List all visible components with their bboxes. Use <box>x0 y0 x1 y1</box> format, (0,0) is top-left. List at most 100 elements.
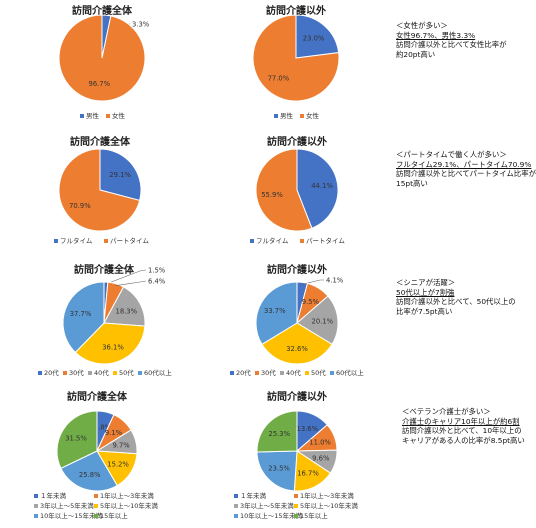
pie-slice-3 <box>103 286 146 327</box>
note-career: ＜ベテラン介護士が多い＞ 介護士のキャリア10年以上が約6割 訪問介護以外と比べ… <box>402 407 525 445</box>
note-age-head: ＜シニアが活躍＞ <box>396 278 456 287</box>
legend-swatch <box>294 514 298 518</box>
legend-label: 60代以上 <box>144 368 172 377</box>
data-label: 9.6% <box>312 454 330 462</box>
legend-label: 10年以上～15年未満 <box>240 511 303 520</box>
legend-swatch <box>280 371 284 375</box>
legend-swatch <box>80 114 84 118</box>
legend-swatch <box>300 114 304 118</box>
legend-label: フルタイム <box>60 236 93 245</box>
legend-swatch <box>63 371 67 375</box>
pie-slice-5 <box>60 450 118 492</box>
legend-label: 60代以上 <box>336 368 364 377</box>
legend-swatch <box>300 239 304 243</box>
legend-swatch <box>34 504 38 508</box>
chart-title: 訪問介護全体 <box>74 263 135 276</box>
data-label: 25.8% <box>79 471 101 479</box>
note-age: ＜シニアが活躍＞ 50代以上が7割強 訪問介護以外と比べて、50代以上の 比率が… <box>396 278 516 316</box>
data-label: 13.6% <box>297 425 319 433</box>
legend-label: 1年以上～3年未満 <box>300 491 354 500</box>
legend-swatch <box>330 371 334 375</box>
note-gender: ＜女性が多い＞ 女性96.7%、男性3.3% 訪問介護以外と比べて女性比率が 約… <box>396 21 507 59</box>
pie-slice-4 <box>74 322 146 365</box>
legend-label: 女性 <box>306 111 320 120</box>
data-label: 77.0% <box>268 75 290 83</box>
legend-label: 40代 <box>94 368 109 377</box>
legend-label: 3年以上～5年未満 <box>40 501 94 510</box>
legend-label: パートタイム <box>110 236 149 245</box>
data-label: 32.6% <box>286 345 308 353</box>
legend-swatch <box>106 114 110 118</box>
legend-swatch <box>234 494 238 498</box>
chart-title: 訪問介護全体 <box>67 390 128 403</box>
data-label: 9.5% <box>302 298 320 306</box>
note-worktype-line-1: フルタイム29.1%、パートタイム70.9% <box>396 159 532 169</box>
chart-title: 訪問介護全体 <box>70 135 131 148</box>
data-label: 44.1% <box>311 182 333 190</box>
legend-swatch <box>305 371 309 375</box>
legend-swatch <box>255 371 259 375</box>
note-gender-line-3: 約20pt高い <box>396 49 436 59</box>
data-label: 15.2% <box>107 461 129 469</box>
legend-label: 1年以上～3年未満 <box>100 491 154 500</box>
data-label: 29.1% <box>109 171 131 179</box>
pie-slice-1 <box>99 148 142 202</box>
data-label: 23.5% <box>268 465 290 473</box>
leader-line <box>115 280 147 286</box>
legend-label: 3年以上～5年未満 <box>240 501 294 510</box>
leader-line <box>301 279 324 285</box>
note-worktype: ＜パートタイムで働く人が多い＞ フルタイム29.1%、パートタイム70.9% 訪… <box>396 150 536 188</box>
legend-swatch <box>104 239 108 243</box>
data-label: 55.9% <box>261 191 283 199</box>
chart-title: 訪問介護以外 <box>267 135 327 148</box>
legend-label: 5年以上～10年未満 <box>300 501 358 510</box>
chart-title: 訪問介護以外 <box>267 263 327 276</box>
data-label: 70.9% <box>69 202 91 210</box>
legend-swatch <box>113 371 117 375</box>
data-label: 23.0% <box>303 35 325 43</box>
note-gender-line-1: 女性96.7%、男性3.3% <box>396 30 476 40</box>
data-label: 11.0% <box>309 439 331 447</box>
legend-swatch <box>94 504 98 508</box>
pie-slice-2 <box>255 148 313 232</box>
pie-slice-5 <box>256 450 298 492</box>
pie-slice-6 <box>256 410 298 453</box>
pie-slice-2 <box>252 14 340 102</box>
data-label: 20.1% <box>312 317 334 325</box>
note-career-line-1: 介護士のキャリア10年以上が約6割 <box>402 416 520 426</box>
legend-label: 50代 <box>119 368 134 377</box>
legend-label: 50代 <box>311 368 326 377</box>
legend-label: パートタイム <box>306 236 345 245</box>
legend-swatch <box>234 504 238 508</box>
legend-swatch <box>294 494 298 498</box>
note-career-head: ＜ベテラン介護士が多い＞ <box>402 407 491 416</box>
legend-swatch <box>34 514 38 518</box>
data-label: 3.3% <box>132 21 150 29</box>
legend-swatch <box>54 239 58 243</box>
legend-label: 20代 <box>44 368 59 377</box>
pie-slice-2 <box>58 148 141 232</box>
data-label: 6.4% <box>148 278 166 286</box>
legend-label: 20代 <box>236 368 251 377</box>
legend-swatch <box>274 114 278 118</box>
data-label: 16.7% <box>297 470 319 478</box>
legend-label: 15年以上 <box>300 511 328 520</box>
pie-slice-1 <box>296 148 339 229</box>
legend-swatch <box>250 239 254 243</box>
note-worktype-line-3: 15pt高い <box>396 178 428 188</box>
note-worktype-head: ＜パートタイムで働く人が多い＞ <box>396 150 507 159</box>
legend-label: 5年以上～10年未満 <box>100 501 158 510</box>
data-label: 9.1% <box>105 429 123 437</box>
pie-slice-6 <box>56 410 98 469</box>
pie-slice-1 <box>295 14 340 59</box>
pie-slice-3 <box>296 295 339 345</box>
chart-title: 訪問介護以外 <box>267 390 327 403</box>
legend-label: 男性 <box>86 111 100 120</box>
legend-swatch <box>138 371 142 375</box>
pie-chart-career-other: 13.6% 11.0% 9.6% 16.7% 23.5% 25.3% 訪問介護以外 １年未満 1… <box>234 390 358 520</box>
note-gender-line-2: 訪問介護以外と比べて女性比率が <box>396 40 507 50</box>
